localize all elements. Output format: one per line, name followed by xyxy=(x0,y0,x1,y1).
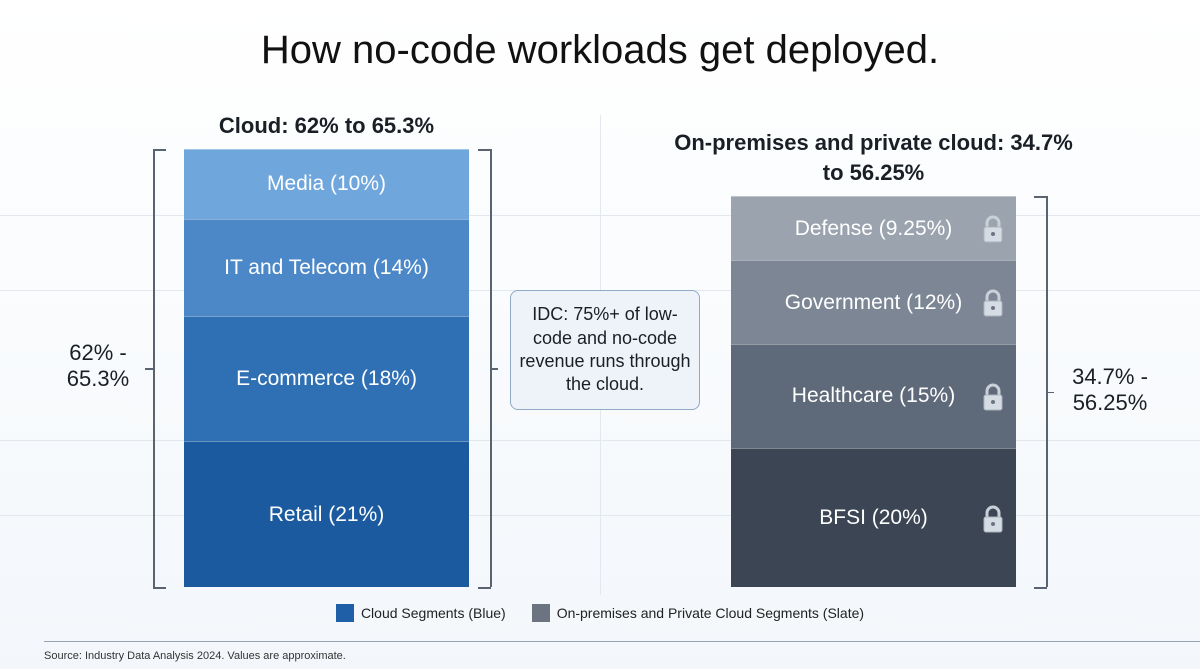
range-label: 62% - 65.3% xyxy=(66,340,130,392)
lock-icon xyxy=(982,382,1004,418)
bar-segment: BFSI (20%) xyxy=(731,448,1016,587)
bar-segment: E-commerce (18%) xyxy=(184,315,469,442)
segment-label: Government (12%) xyxy=(784,290,963,314)
bracket xyxy=(153,149,155,587)
bracket xyxy=(478,587,491,589)
bar-segment: Government (12%) xyxy=(731,260,1016,344)
bracket xyxy=(145,368,153,370)
source-note: Source: Industry Data Analysis 2024. Val… xyxy=(44,650,346,662)
legend-label: On-premises and Private Cloud Segments (… xyxy=(556,605,865,621)
bar-segment: Defense (9.25%) xyxy=(731,196,1016,261)
bar-segment: Retail (21%) xyxy=(184,441,469,587)
segment-label: Defense (9.25%) xyxy=(794,216,953,240)
bar-segment: Healthcare (15%) xyxy=(731,343,1016,448)
bar-segment: IT and Telecom (14%) xyxy=(184,218,469,316)
legend: Cloud Segments (Blue) On-premises and Pri… xyxy=(0,604,1200,622)
bracket xyxy=(478,149,491,151)
lock-icon xyxy=(982,504,1004,540)
bracket xyxy=(490,368,498,370)
legend-item: Cloud Segments (Blue) xyxy=(335,604,506,622)
bracket xyxy=(1034,587,1047,589)
segment-label: IT and Telecom (14%) xyxy=(224,255,429,279)
group-header: On-premises and private cloud: 34.7% to … xyxy=(674,130,1073,185)
legend-label: Cloud Segments (Blue) xyxy=(360,605,506,621)
bracket xyxy=(1034,196,1047,198)
segment-label: BFSI (20%) xyxy=(819,506,928,529)
lock-icon xyxy=(982,214,1004,250)
annotation: IDC: 75%+ of low-code and no-code revenu… xyxy=(510,290,700,410)
bar-segment: Media (10%) xyxy=(184,149,469,219)
range-label: 34.7% - 56.25% xyxy=(1072,363,1148,415)
legend-swatch xyxy=(531,604,550,622)
segment-label: Retail (21%) xyxy=(268,502,385,526)
legend-swatch xyxy=(335,604,354,622)
segment-label: Healthcare (15%) xyxy=(791,384,956,408)
footer-rule xyxy=(44,641,1200,642)
legend-item: On-premises and Private Cloud Segments (… xyxy=(531,604,865,622)
bracket xyxy=(153,149,166,151)
segment-label: Media (10%) xyxy=(266,172,387,196)
segment-label: E-commerce (18%) xyxy=(236,366,417,390)
lock-icon xyxy=(982,288,1004,324)
bracket xyxy=(1046,391,1054,394)
chart-title: How no-code workloads get deployed. xyxy=(260,28,940,72)
bracket xyxy=(153,587,166,589)
group-header: Cloud: 62% to 65.3% xyxy=(218,113,435,139)
